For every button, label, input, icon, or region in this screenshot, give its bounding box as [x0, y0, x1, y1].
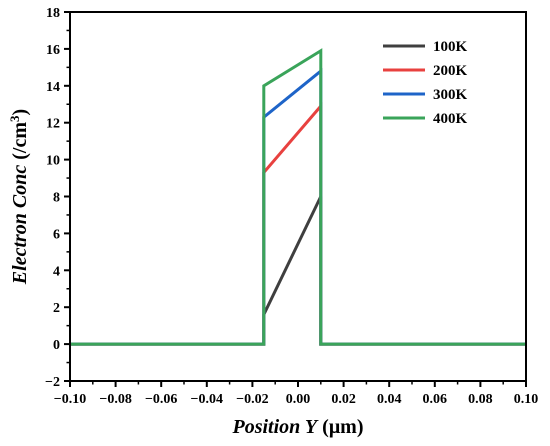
y-tick-label: 12	[46, 117, 60, 132]
series-line-400k	[70, 48, 526, 346]
y-tick-label: −2	[45, 375, 60, 390]
y-tick-label: 2	[53, 301, 60, 316]
x-axis-title-prefix: Position Y	[232, 416, 319, 438]
x-tick-label: 0.10	[514, 392, 539, 407]
y-axis-title: Electron Conc (/cm3)	[7, 109, 32, 285]
y-axis-title-text: Electron Conc	[9, 165, 31, 286]
y-axis-title-superscript: 3	[7, 115, 22, 122]
series-line-200k	[70, 102, 526, 346]
x-tick-label: −0.06	[145, 392, 177, 407]
series-layer	[70, 48, 526, 346]
y-tick-label: 8	[53, 191, 60, 206]
y-tick-label: 14	[46, 80, 60, 95]
y-tick-label: 6	[53, 227, 60, 242]
x-tick-label: −0.08	[99, 392, 131, 407]
y-axis-title-unit: (/cm	[9, 122, 31, 165]
legend-label-100k: 100K	[433, 39, 468, 55]
y-tick-label: 0	[53, 338, 60, 353]
x-axis-title-unit: (μm)	[317, 416, 363, 438]
x-tick-label: −0.02	[236, 392, 268, 407]
x-tick-label: −0.10	[54, 392, 86, 407]
axes-layer: −0.10 −0.08 −0.06 −0.04 −0.02 0.00 0.02 0.04 0.0…	[45, 6, 538, 407]
legend: 100K 200K 300K 400K	[383, 39, 468, 127]
y-tick-label: 4	[53, 264, 60, 279]
x-tick-label: −0.04	[191, 392, 223, 407]
x-tick-label: 0.08	[468, 392, 493, 407]
x-tick-label: 0.04	[377, 392, 402, 407]
y-tick-label: 18	[46, 6, 60, 21]
y-tick-label: 16	[46, 43, 60, 58]
y-tick-label: 10	[46, 154, 60, 169]
legend-label-300k: 300K	[433, 87, 468, 103]
legend-label-400k: 400K	[433, 111, 468, 127]
x-tick-label: 0.00	[286, 392, 311, 407]
x-tick-label: 0.02	[331, 392, 356, 407]
y-axis-title-close: )	[9, 109, 31, 116]
x-axis-title: Position Y (μm)	[232, 416, 364, 438]
series-line-100k	[70, 195, 526, 346]
x-tick-label: 0.06	[423, 392, 448, 407]
legend-label-200k: 200K	[433, 63, 468, 79]
